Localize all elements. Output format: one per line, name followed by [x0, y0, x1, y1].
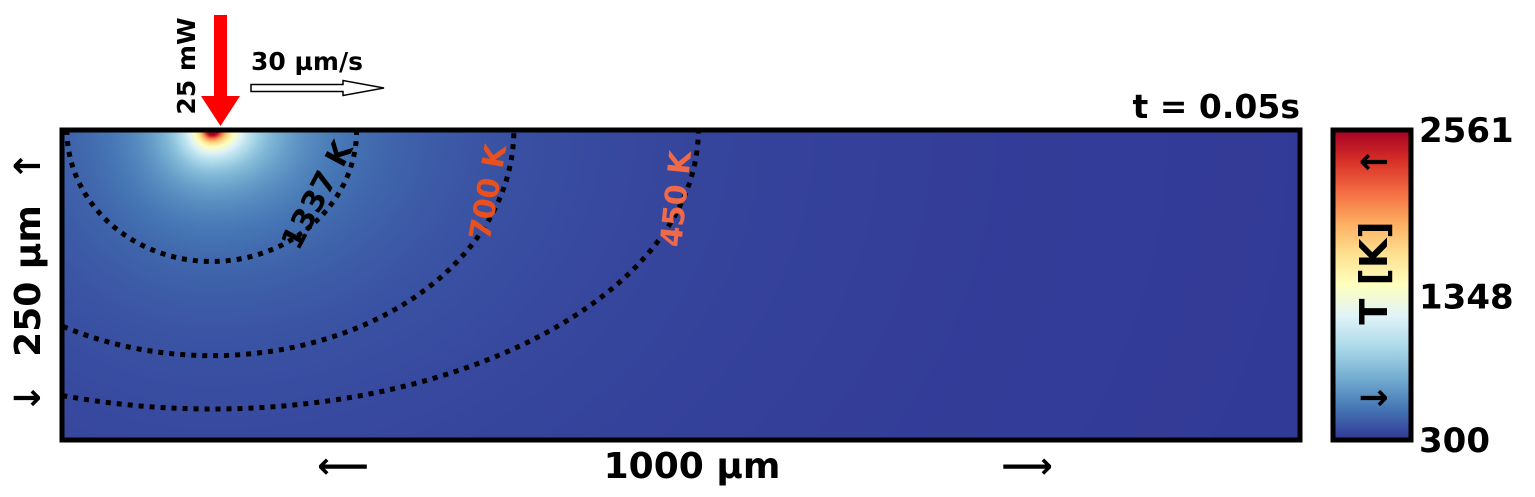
isotherm-contours: [62, 130, 701, 412]
colorbar-tick-label: 1348: [1419, 277, 1514, 317]
contour-line-450: [62, 130, 701, 412]
x-arrow-right: ⟶: [1001, 446, 1053, 487]
colorbar-arrow-up: ↑: [1355, 147, 1396, 177]
colorbar-ticks: 300 1348 2561: [1419, 111, 1514, 461]
colorbar: [1330, 127, 1414, 443]
temperature-heatmap: [62, 130, 1300, 440]
colorbar-tick-label: 300: [1419, 421, 1490, 461]
y-axis-label: 250 µm: [8, 205, 49, 357]
colorbar-arrow-down: ↓: [1355, 383, 1396, 413]
x-axis-label: 1000 µm: [604, 446, 781, 487]
y-arrow-up: ↑: [8, 151, 49, 181]
plot-frame: [59, 127, 1303, 443]
laser-power-label: 25 mW: [172, 17, 201, 114]
x-arrow-left: ⟵: [317, 446, 369, 487]
y-arrow-down: ↓: [8, 383, 49, 413]
time-title: t = 0.05s: [1133, 87, 1300, 126]
contour-line-1337: [64, 130, 360, 264]
colorbar-label: T [K]: [1352, 221, 1396, 324]
colorbar-tick-label: 2561: [1419, 111, 1514, 151]
scan-direction-arrow-icon: [250, 79, 385, 97]
laser-arrow-icon: [201, 15, 240, 126]
scan-speed-label: 30 µm/s: [251, 47, 363, 76]
